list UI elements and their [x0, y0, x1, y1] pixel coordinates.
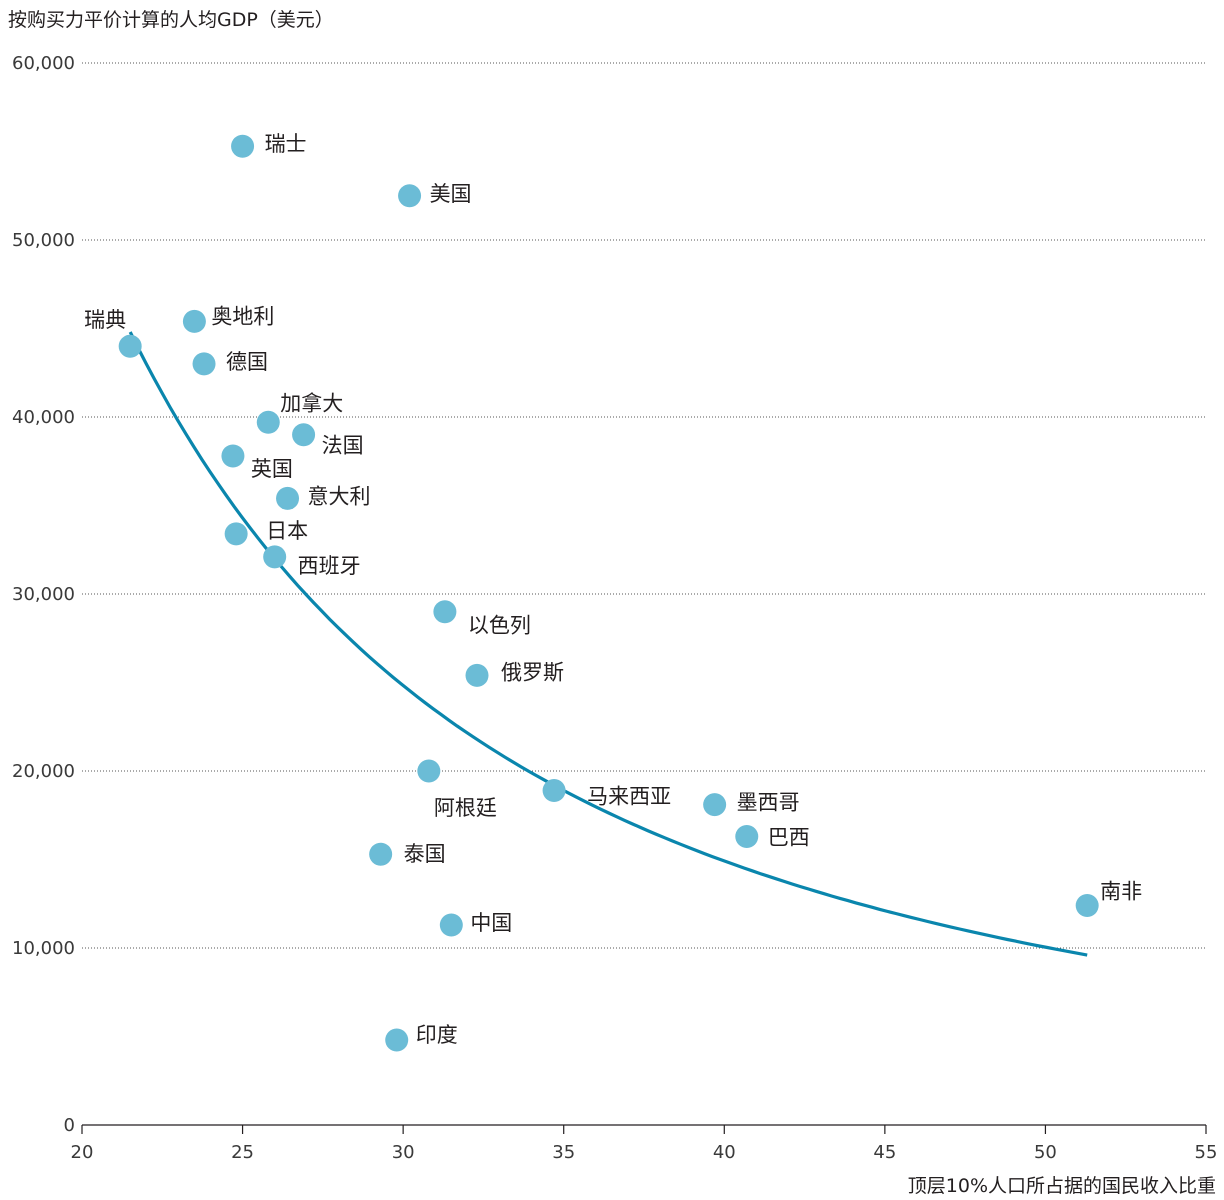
x-tick-label: 35: [552, 1142, 575, 1163]
point-label: 德国: [226, 350, 268, 374]
data-point: [192, 352, 216, 376]
point-label: 瑞士: [265, 132, 307, 156]
data-point: [465, 663, 489, 687]
data-point: [369, 842, 393, 866]
point-label: 以色列: [468, 614, 531, 638]
point-label: 俄罗斯: [501, 660, 564, 684]
x-axis-title: 顶层10%人口所占据的国民收入比重: [908, 1175, 1216, 1197]
y-tick-label: 50,000: [12, 230, 75, 251]
point-label: 英国: [251, 457, 293, 481]
point-label: 泰国: [404, 842, 446, 866]
point-label: 西班牙: [298, 554, 361, 578]
x-tick-label: 25: [231, 1142, 254, 1163]
point-label: 意大利: [308, 484, 371, 508]
data-point: [231, 134, 255, 158]
point-label: 中国: [470, 911, 512, 935]
trend-curve: [128, 331, 1088, 957]
point-label: 瑞典: [84, 308, 126, 332]
data-point: [735, 824, 759, 848]
data-point: [398, 184, 422, 208]
data-point: [385, 1028, 409, 1052]
data-points: [118, 134, 1099, 1052]
x-tick-label: 55: [1195, 1142, 1218, 1163]
x-tick-label: 40: [713, 1142, 736, 1163]
point-label: 美国: [430, 182, 472, 206]
data-point: [292, 423, 316, 447]
point-label: 墨西哥: [737, 791, 800, 815]
point-label: 阿根廷: [434, 796, 497, 820]
y-axis-ticks: 0 10,000 20,000 30,000 40,000 50,000 60,000: [12, 53, 75, 1136]
y-tick-label: 30,000: [12, 584, 75, 605]
y-tick-label: 10,000: [12, 938, 75, 959]
point-label: 马来西亚: [587, 784, 671, 808]
x-tick-label: 50: [1034, 1142, 1057, 1163]
point-label: 南非: [1100, 880, 1142, 904]
gridlines: [82, 62, 1206, 949]
data-point: [182, 309, 206, 333]
point-label: 法国: [322, 434, 364, 458]
y-axis-title: 按购买力平价计算的人均GDP（美元）: [8, 9, 334, 31]
data-point: [433, 600, 457, 624]
data-point: [703, 793, 727, 817]
data-point: [542, 778, 566, 802]
y-tick-label: 40,000: [12, 407, 75, 428]
data-point: [417, 759, 441, 783]
x-tick-label: 45: [873, 1142, 896, 1163]
data-point: [276, 486, 300, 510]
x-tick-label: 30: [392, 1142, 415, 1163]
point-label: 奥地利: [211, 304, 274, 328]
y-tick-label: 0: [64, 1115, 75, 1136]
data-point: [263, 545, 287, 569]
data-point: [439, 913, 463, 937]
point-label: 日本: [266, 519, 308, 543]
data-point: [118, 334, 142, 358]
data-point: [221, 444, 245, 468]
y-tick-label: 20,000: [12, 761, 75, 782]
y-tick-label: 60,000: [12, 53, 75, 74]
x-axis-ticks: 20 25 30 35 40 45 50 55: [71, 1125, 1218, 1163]
point-label: 巴西: [768, 825, 810, 849]
data-point: [1075, 894, 1099, 918]
point-label: 加拿大: [280, 391, 343, 415]
x-tick-label: 20: [71, 1142, 94, 1163]
data-point: [224, 522, 248, 546]
data-point: [256, 410, 280, 434]
point-label: 印度: [416, 1023, 458, 1047]
